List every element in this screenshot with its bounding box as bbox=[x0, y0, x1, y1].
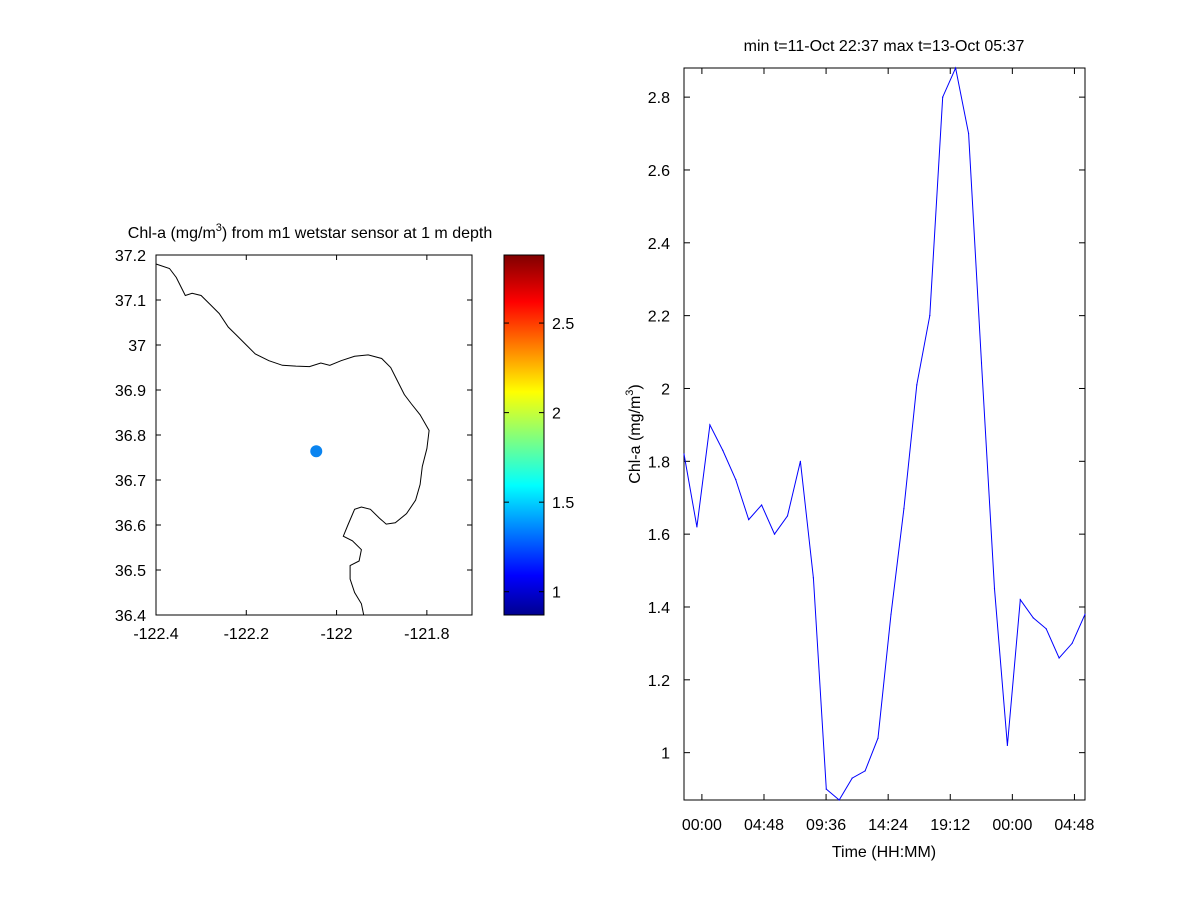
chl-a-data-point bbox=[1071, 642, 1073, 645]
chl-a-data-point bbox=[696, 526, 698, 528]
map-ytick-label: 37 bbox=[128, 338, 146, 355]
chl-a-data-point bbox=[761, 504, 763, 506]
chart-xlabel: Time (HH:MM) bbox=[832, 844, 936, 861]
chart-axes-box bbox=[683, 67, 1086, 801]
chart-ytick-label: 1.2 bbox=[648, 673, 670, 690]
chl-a-data-point bbox=[812, 577, 814, 579]
map-ytick-label: 36.7 bbox=[115, 473, 146, 490]
chl-a-data-point bbox=[864, 770, 866, 772]
chart-xtick-label: 00:00 bbox=[992, 817, 1032, 834]
chart-ytick-label: 2.4 bbox=[648, 236, 670, 253]
chart-xtick-label: 09:36 bbox=[806, 817, 846, 834]
map-title: Chl-a (mg/m3) from m1 wetstar sensor at … bbox=[128, 222, 492, 242]
chart-xtick-label: 14:24 bbox=[868, 817, 908, 834]
chart-ylabel-superscript: 3 bbox=[624, 390, 636, 396]
chl-a-data-point bbox=[838, 799, 840, 801]
chart-ylabel-suffix: ) bbox=[627, 384, 644, 389]
chart-ytick-label: 2.2 bbox=[648, 309, 670, 326]
chl-a-data-point bbox=[1058, 657, 1060, 659]
colorbar-tick-label: 1.5 bbox=[552, 495, 574, 512]
chart-ytick-label: 2.8 bbox=[648, 90, 670, 107]
chart-ticks: 00:00 04:48 09:36 14:24 19:12 00:00 04:48 1 1.2 1… bbox=[648, 68, 1095, 834]
chart-xtick-label: 04:48 bbox=[1054, 817, 1094, 834]
map-title-prefix: Chl-a (mg/m bbox=[128, 225, 216, 242]
chl-a-data-point bbox=[929, 315, 931, 317]
chl-a-data-point bbox=[1019, 599, 1021, 601]
map-xtick-label: -121.8 bbox=[404, 626, 449, 643]
chart-ytick-label: 1 bbox=[661, 746, 670, 763]
chl-a-data-point bbox=[1045, 628, 1047, 630]
colorbar-tick-label: 1 bbox=[552, 585, 561, 602]
chart-ylabel: Chl-a (mg/m3) bbox=[624, 384, 644, 483]
map-panel: Chl-a (mg/m3) from m1 wetstar sensor at … bbox=[115, 222, 492, 643]
chl-a-data-point bbox=[799, 460, 802, 462]
map-title-suffix: ) from m1 wetstar sensor at 1 m depth bbox=[222, 225, 492, 242]
map-ticks: -122.4 -122.2 -122 -121.8 37.2 37.1 37 36.9 36.8… bbox=[115, 248, 472, 643]
chl-a-data-point bbox=[955, 67, 957, 69]
chart-ytick-label: 2 bbox=[661, 381, 670, 398]
chart-title: min t=11-Oct 22:37 max t=13-Oct 05:37 bbox=[744, 38, 1025, 55]
m1-station-marker bbox=[310, 445, 323, 458]
chl-a-series-points bbox=[683, 67, 1086, 801]
map-ytick-label: 36.4 bbox=[115, 608, 146, 625]
chart-ylabel-prefix: Chl-a (mg/m bbox=[627, 396, 644, 484]
chl-a-data-point bbox=[773, 533, 776, 535]
chart-ytick-label: 1.6 bbox=[648, 527, 670, 544]
chl-a-data-point bbox=[916, 384, 918, 386]
colorbar-tick-label: 2.5 bbox=[552, 316, 574, 333]
chart-ytick-label: 1.4 bbox=[648, 600, 670, 617]
chl-a-data-point bbox=[1006, 744, 1008, 746]
map-ytick-label: 37.1 bbox=[115, 293, 146, 310]
chart-xtick-label: 04:48 bbox=[744, 817, 784, 834]
chl-a-data-point bbox=[877, 737, 879, 739]
chl-a-data-point bbox=[709, 424, 711, 426]
chl-a-data-point bbox=[942, 96, 944, 98]
chl-a-data-point bbox=[722, 449, 724, 451]
chl-a-data-point bbox=[1084, 613, 1086, 615]
map-xtick-label: -122.4 bbox=[133, 626, 178, 643]
chl-a-data-point bbox=[1032, 617, 1034, 619]
map-ytick-label: 36.5 bbox=[115, 563, 146, 580]
chl-a-data-point bbox=[903, 508, 905, 510]
chl-a-data-point bbox=[980, 362, 983, 364]
chl-a-data-point bbox=[825, 788, 827, 790]
map-ytick-label: 36.9 bbox=[115, 383, 146, 400]
map-xtick-label: -122 bbox=[321, 626, 353, 643]
chl-a-data-point bbox=[851, 777, 853, 779]
map-axes-box bbox=[155, 254, 473, 616]
chl-a-series-line bbox=[683, 66, 1086, 801]
colorbar-ticks: 1 1.5 2 2.5 bbox=[504, 316, 574, 602]
chart-ytick-label: 1.8 bbox=[648, 454, 670, 471]
chl-a-data-point bbox=[683, 453, 685, 455]
chl-a-data-point bbox=[786, 515, 789, 517]
map-title-superscript: 3 bbox=[216, 222, 222, 234]
map-ytick-label: 37.2 bbox=[115, 248, 146, 265]
colorbar-tick-label: 2 bbox=[552, 406, 561, 423]
map-xtick-label: -122.2 bbox=[224, 626, 269, 643]
chart-xtick-label: 19:12 bbox=[930, 817, 970, 834]
colorbar: 1 1.5 2 2.5 bbox=[503, 254, 574, 616]
chl-a-data-point bbox=[890, 613, 892, 615]
map-ytick-label: 36.6 bbox=[115, 518, 146, 535]
coastline bbox=[155, 263, 430, 616]
chl-a-data-point bbox=[993, 588, 996, 590]
chl-a-data-point bbox=[748, 518, 750, 521]
chart-ytick-label: 2.6 bbox=[648, 163, 670, 180]
map-ytick-label: 36.8 bbox=[115, 428, 146, 445]
chl-a-data-point bbox=[967, 132, 970, 135]
timeseries-panel: min t=11-Oct 22:37 max t=13-Oct 05:37 00… bbox=[624, 38, 1095, 861]
chl-a-data-point bbox=[735, 478, 737, 481]
chart-xtick-label: 00:00 bbox=[682, 817, 722, 834]
colorbar-gradient bbox=[503, 254, 545, 616]
